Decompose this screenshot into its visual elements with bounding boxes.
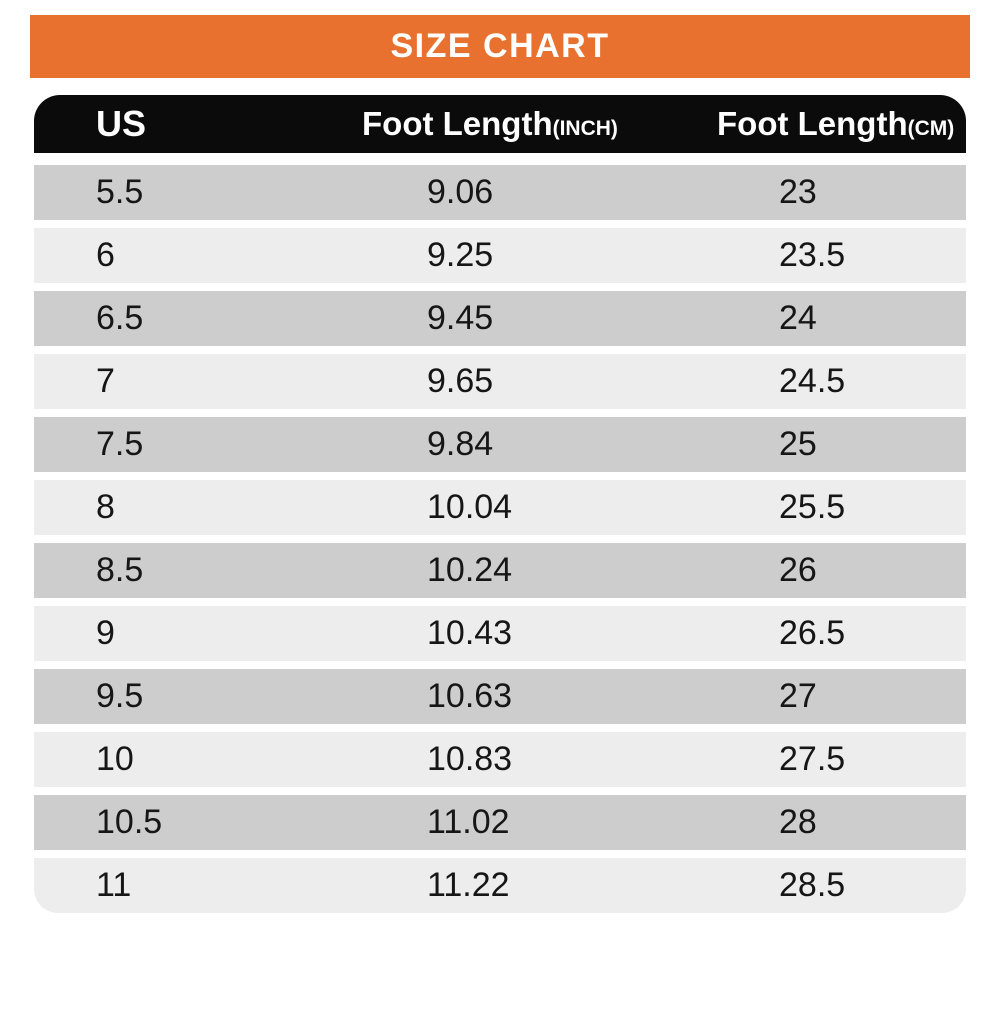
cell-foot-length-cm: 23.5 (779, 236, 846, 274)
cell-us-size: 7.5 (96, 425, 144, 463)
cell-foot-length-cm: 26.5 (779, 614, 846, 652)
table-row: 7 9.65 24.5 (34, 354, 966, 409)
cell-foot-length-cm: 24 (779, 299, 817, 337)
table-row: 6 9.25 23.5 (34, 228, 966, 283)
cell-us-size: 11 (96, 866, 132, 904)
cell-foot-length-inch: 9.45 (427, 299, 494, 337)
column-header-us-label: US (96, 103, 147, 144)
cell-foot-length-inch: 10.63 (427, 677, 513, 715)
table-row: 10 10.83 27.5 (34, 732, 966, 787)
size-chart-banner: SIZE CHART (30, 15, 970, 78)
table-row: 7.5 9.84 25 (34, 417, 966, 472)
cell-foot-length-cm: 28.5 (779, 866, 846, 904)
column-header-us: US (34, 103, 334, 145)
cell-foot-length-inch: 10.43 (427, 614, 513, 652)
cell-foot-length-cm: 26 (779, 551, 817, 589)
cell-foot-length-cm: 24.5 (779, 362, 846, 400)
column-header-foot-length-inch: Foot Length(INCH) (334, 105, 684, 143)
table-header-row: US Foot Length(INCH) Foot Length(CM) (34, 95, 966, 153)
table-row: 8 10.04 25.5 (34, 480, 966, 535)
size-chart-page: SIZE CHART US Foot Length(INCH) Foot Len… (0, 15, 1000, 913)
cell-us-size: 5.5 (96, 173, 144, 211)
table-row: 9.5 10.63 27 (34, 669, 966, 724)
cell-us-size: 9.5 (96, 677, 144, 715)
cell-us-size: 10.5 (96, 803, 163, 841)
column-header-inch-unit: (INCH) (552, 117, 618, 140)
table-row: 5.5 9.06 23 (34, 165, 966, 220)
cell-foot-length-inch: 10.24 (427, 551, 513, 589)
cell-foot-length-cm: 23 (779, 173, 817, 211)
size-conversion-table: US Foot Length(INCH) Foot Length(CM) 5.5… (34, 95, 966, 913)
column-header-cm-label: Foot Length (717, 105, 908, 142)
cell-foot-length-cm: 28 (779, 803, 817, 841)
table-row: 6.5 9.45 24 (34, 291, 966, 346)
table-row: 9 10.43 26.5 (34, 606, 966, 661)
cell-foot-length-inch: 11.22 (427, 866, 510, 904)
table-body: 5.5 9.06 23 6 9.25 23.5 6.5 9.45 24 7 9.… (34, 165, 966, 913)
cell-foot-length-cm: 27 (779, 677, 817, 715)
column-header-inch-label: Foot Length (362, 105, 553, 142)
cell-us-size: 6.5 (96, 299, 144, 337)
cell-us-size: 7 (96, 362, 115, 400)
cell-foot-length-cm: 25.5 (779, 488, 846, 526)
page-title: SIZE CHART (390, 27, 610, 65)
column-header-cm-unit: (CM) (907, 117, 955, 140)
cell-foot-length-inch: 9.06 (427, 173, 494, 211)
table-row: 8.5 10.24 26 (34, 543, 966, 598)
cell-us-size: 9 (96, 614, 115, 652)
cell-foot-length-inch: 9.65 (427, 362, 494, 400)
cell-foot-length-inch: 11.02 (427, 803, 510, 841)
table-row: 10.5 11.02 28 (34, 795, 966, 850)
table-row: 11 11.22 28.5 (34, 858, 966, 913)
cell-foot-length-cm: 27.5 (779, 740, 846, 778)
cell-foot-length-inch: 10.83 (427, 740, 513, 778)
cell-foot-length-cm: 25 (779, 425, 817, 463)
cell-foot-length-inch: 10.04 (427, 488, 513, 526)
cell-us-size: 10 (96, 740, 134, 778)
cell-us-size: 8.5 (96, 551, 144, 589)
cell-foot-length-inch: 9.84 (427, 425, 494, 463)
cell-foot-length-inch: 9.25 (427, 236, 494, 274)
cell-us-size: 8 (96, 488, 115, 526)
column-header-foot-length-cm: Foot Length(CM) (684, 105, 966, 143)
cell-us-size: 6 (96, 236, 115, 274)
